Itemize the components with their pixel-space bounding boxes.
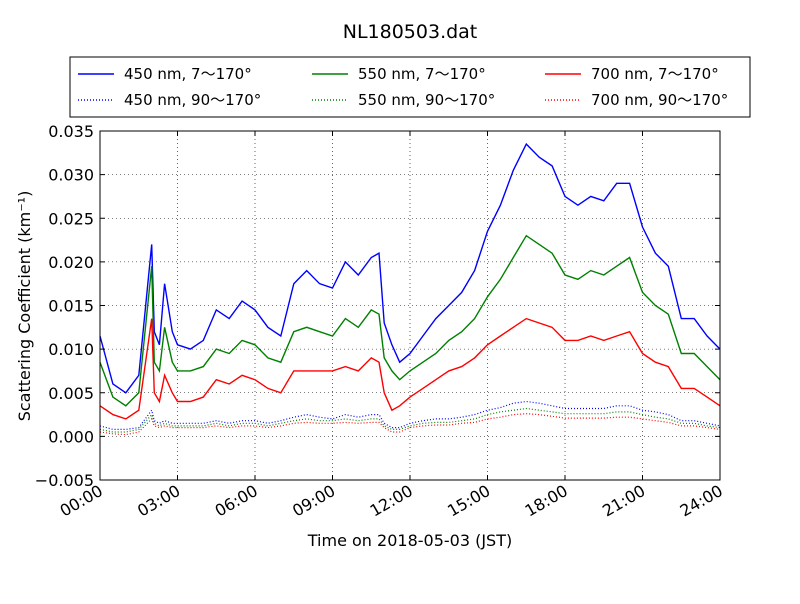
series-line-6 bbox=[99, 413, 721, 436]
legend-label-3: 700 nm, 7～170° bbox=[591, 65, 719, 83]
legend-label-2: 550 nm, 7～170° bbox=[358, 65, 486, 83]
legend-label-6: 700 nm, 90～170° bbox=[591, 91, 728, 109]
series-layer bbox=[99, 142, 721, 436]
y-tick-label: −0.005 bbox=[35, 471, 94, 490]
y-axis-label: Scattering Coefficient (km⁻¹) bbox=[15, 191, 34, 422]
legend-label-5: 550 nm, 90～170° bbox=[358, 91, 495, 109]
grid-layer bbox=[100, 131, 720, 480]
y-tick-label: 0.010 bbox=[48, 340, 94, 359]
y-tick-label: 0.015 bbox=[48, 297, 94, 316]
series-line-3 bbox=[99, 317, 721, 420]
y-tick-label: 0.020 bbox=[48, 253, 94, 272]
series-line-1 bbox=[99, 142, 721, 394]
y-tick-label: 0.035 bbox=[48, 122, 94, 141]
series-line-5 bbox=[99, 407, 721, 433]
series-line-2 bbox=[99, 234, 721, 407]
legend-label-1: 450 nm, 7～170° bbox=[124, 65, 252, 83]
legend-box bbox=[69, 56, 751, 118]
y-tick-label: 0.025 bbox=[48, 209, 94, 228]
legend: 450 nm, 7～170° 550 nm, 7～170° 700 nm, 7～17… bbox=[69, 56, 751, 118]
y-tick-label: 0.030 bbox=[48, 166, 94, 185]
legend-label-4: 450 nm, 90～170° bbox=[124, 91, 261, 109]
tick-layer: 00:00 03:00 06:00 09:00 12:00 15:00 18:00 21:00… bbox=[35, 122, 726, 521]
y-tick-label: 0.000 bbox=[48, 427, 94, 446]
y-tick-label: 0.005 bbox=[48, 384, 94, 403]
x-axis-label: Time on 2018-05-03 (JST) bbox=[307, 531, 512, 550]
chart-title: NL180503.dat bbox=[343, 21, 478, 43]
